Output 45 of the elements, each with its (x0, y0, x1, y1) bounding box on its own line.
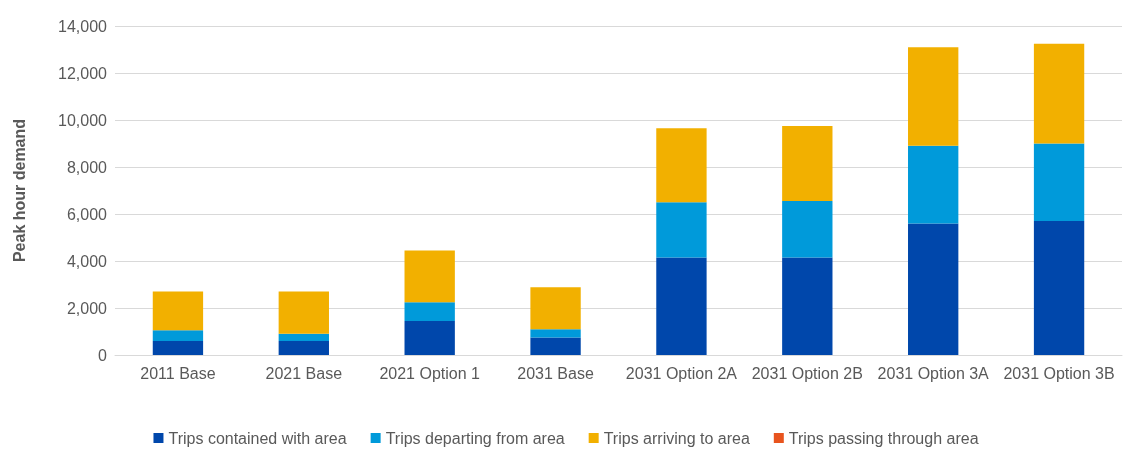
bar (908, 145, 959, 224)
y-axis-title: Peak hour demand (10, 118, 28, 263)
bar (530, 337, 581, 355)
legend-label: Trips contained with area (168, 429, 347, 447)
x-tick-label: 2011 Base (140, 364, 216, 382)
bar (404, 320, 455, 355)
x-tick-label: 2021 Base (265, 364, 343, 382)
x-tick-label: 2031 Option 2A (625, 364, 738, 382)
bar (530, 329, 581, 338)
bar (278, 340, 329, 355)
bar (782, 257, 833, 355)
bar (1033, 43, 1085, 144)
y-tick-label: 8,000 (66, 158, 108, 176)
x-tick-label: 2031 Base (517, 364, 594, 382)
bar (278, 333, 329, 341)
bar (152, 340, 204, 355)
bar (656, 128, 707, 203)
legend-label: Trips passing through area (788, 429, 979, 447)
legend-label: Trips arriving to area (603, 429, 750, 447)
bar (404, 302, 455, 321)
bar (908, 47, 959, 146)
bar (782, 201, 833, 258)
y-tick-label: 12,000 (58, 64, 108, 82)
y-tick-label: 14,000 (58, 17, 108, 35)
bar (908, 223, 959, 355)
y-tick-label: 4,000 (66, 252, 108, 270)
x-tick-label: 2031 Option 2B (751, 364, 863, 382)
bar (656, 202, 707, 258)
bar (1033, 143, 1085, 222)
y-tick-label: 2,000 (66, 299, 108, 317)
legend-label: Trips departing from area (385, 429, 565, 447)
bar (656, 257, 707, 355)
bar (404, 250, 455, 303)
x-tick-label: 2031 Option 3A (877, 364, 990, 382)
x-tick-label: 2021 Option 1 (379, 364, 481, 382)
bar (530, 287, 581, 330)
bar (1033, 221, 1085, 355)
y-tick-label: 6,000 (66, 205, 108, 223)
x-tick-label: 2031 Option 3B (1003, 364, 1115, 382)
y-tick-label: 0 (98, 346, 108, 364)
bar (152, 330, 204, 341)
bar (278, 291, 329, 334)
y-tick-label: 10,000 (58, 111, 108, 129)
bar (782, 125, 833, 202)
bar (152, 291, 204, 331)
